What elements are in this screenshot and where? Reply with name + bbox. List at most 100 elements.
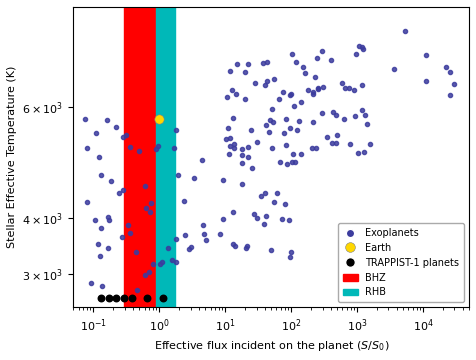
Point <box>350 87 358 93</box>
Point <box>327 140 335 145</box>
Point <box>262 213 270 219</box>
Point <box>202 237 210 243</box>
Point <box>87 280 95 286</box>
Bar <box>124 7 159 307</box>
Point <box>442 64 449 70</box>
Point <box>338 80 346 86</box>
Point <box>245 144 252 150</box>
Point <box>112 124 120 130</box>
Point <box>118 234 126 240</box>
Point <box>144 296 151 301</box>
Point <box>103 117 111 122</box>
Point <box>301 70 309 76</box>
Point <box>288 159 296 165</box>
Point <box>242 246 249 251</box>
Point <box>333 140 340 146</box>
Point <box>94 241 102 247</box>
Point <box>361 112 368 118</box>
Point <box>347 141 354 147</box>
Point <box>142 205 149 211</box>
Point <box>257 193 265 199</box>
Point <box>340 116 347 122</box>
Point <box>285 217 293 223</box>
Point <box>401 28 408 34</box>
Point <box>269 119 277 125</box>
Point <box>289 151 297 157</box>
Point <box>159 296 167 301</box>
Point <box>190 175 198 181</box>
Point <box>287 91 295 97</box>
Point <box>147 210 154 215</box>
Point <box>248 165 256 171</box>
Point <box>152 147 160 152</box>
Point <box>360 149 368 155</box>
Point <box>198 157 206 163</box>
Point <box>145 269 153 275</box>
Point <box>238 181 246 187</box>
Point <box>363 121 371 127</box>
Point <box>312 145 319 151</box>
Point <box>355 150 362 156</box>
Point <box>293 127 300 132</box>
Point <box>112 296 119 301</box>
Point <box>229 115 237 121</box>
Point <box>288 51 296 57</box>
Point <box>181 232 189 238</box>
Point <box>135 148 142 154</box>
Point <box>230 145 238 151</box>
Point <box>104 245 112 251</box>
Point <box>154 143 162 149</box>
Point <box>390 66 398 72</box>
Point <box>96 154 103 159</box>
Point <box>219 177 227 183</box>
Point <box>282 142 290 148</box>
Point <box>358 82 366 88</box>
Point <box>147 200 155 206</box>
Point <box>175 172 182 178</box>
Point <box>307 145 315 150</box>
Point <box>104 214 112 220</box>
Point <box>168 257 176 263</box>
Point <box>243 243 251 249</box>
Point <box>107 178 115 184</box>
Point <box>126 230 133 236</box>
Point <box>120 296 128 301</box>
Point <box>141 183 149 189</box>
Point <box>265 129 273 135</box>
Point <box>309 91 317 97</box>
Point <box>123 132 130 138</box>
Point <box>315 85 322 91</box>
Y-axis label: Stellar Effective Temperature (K): Stellar Effective Temperature (K) <box>7 66 17 248</box>
Point <box>132 249 139 255</box>
Point <box>216 231 223 237</box>
Point <box>286 255 294 260</box>
Point <box>247 127 255 133</box>
Point <box>266 117 274 123</box>
Point <box>276 96 283 102</box>
Point <box>304 87 312 93</box>
Point <box>170 145 178 150</box>
Point <box>281 201 288 207</box>
X-axis label: Effective flux incident on the planet ($S/S_0$): Effective flux incident on the planet ($… <box>154 339 389 353</box>
Point <box>318 48 326 54</box>
Point <box>115 190 123 196</box>
Point <box>279 89 287 94</box>
Point <box>105 217 113 222</box>
Point <box>222 136 229 142</box>
Point <box>229 209 237 215</box>
Point <box>280 130 288 135</box>
Point <box>230 141 238 147</box>
Point <box>345 85 353 91</box>
Point <box>241 69 248 75</box>
Point <box>359 46 367 52</box>
Point <box>156 117 163 122</box>
Point <box>156 261 164 267</box>
Point <box>356 43 363 49</box>
Point <box>259 60 267 66</box>
Point <box>358 107 366 112</box>
Point <box>226 143 234 149</box>
Point <box>309 89 317 95</box>
Point <box>133 287 141 293</box>
Point <box>352 51 360 57</box>
Point <box>164 245 172 251</box>
